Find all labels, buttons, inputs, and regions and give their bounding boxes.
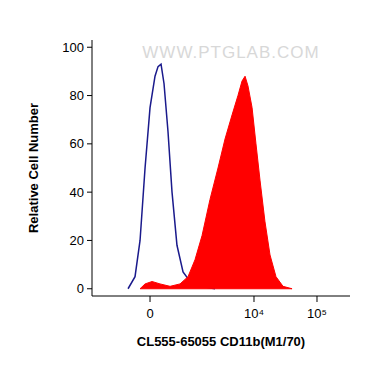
y-tick <box>87 192 92 193</box>
x-tick <box>316 296 317 302</box>
y-tick <box>87 240 92 241</box>
x-tick-label: 10⁵ <box>307 306 327 321</box>
y-tick <box>87 95 92 96</box>
x-tick <box>150 296 151 302</box>
x-tick <box>253 296 254 302</box>
y-tick-label: 100 <box>62 40 84 55</box>
y-tick-label: 20 <box>70 233 84 248</box>
histogram-area <box>140 76 292 289</box>
x-axis <box>92 296 350 297</box>
y-tick <box>87 288 92 289</box>
x-tick-label: 0 <box>146 306 153 321</box>
watermark: WWW.PTGLAB.COM <box>142 43 319 62</box>
chart: WWW.PTGLAB.COM 0 20 40 60 80 100 0 10⁴ 10⁵CL555-6… <box>0 0 370 367</box>
x-tick-label: 10⁴ <box>244 306 264 321</box>
plot-area <box>128 64 292 289</box>
y-tick <box>87 47 92 48</box>
y-tick-label: 0 <box>77 281 84 296</box>
y-tick-label: 40 <box>70 185 84 200</box>
y-tick-label: 80 <box>70 88 84 103</box>
y-axis <box>92 40 93 296</box>
x-axis-label: CL555-65055 CD11b(M1/70) <box>137 334 305 349</box>
y-tick <box>87 143 92 144</box>
y-tick-label: 60 <box>70 136 84 151</box>
y-axis-label: Relative Cell Number <box>26 103 41 233</box>
